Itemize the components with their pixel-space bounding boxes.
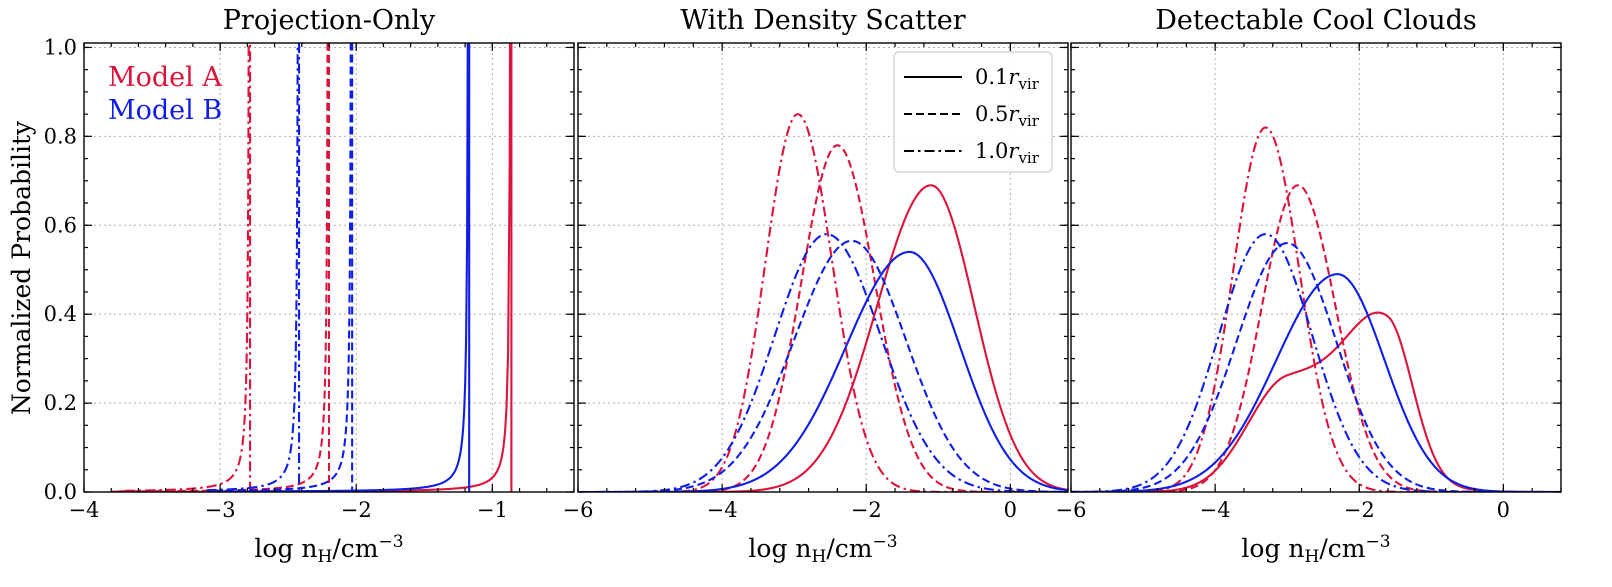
legend-label: 1.0rvir xyxy=(975,139,1040,167)
x-tick-label: 0 xyxy=(1004,498,1017,522)
x-tick-label: −4 xyxy=(1200,498,1231,522)
series-line-b-solid: Model B, 0.1 r_vir xyxy=(578,250,1068,492)
legend-label: 0.1rvir xyxy=(975,65,1040,93)
panel-2: Model A, 0.1 r_virModel A, 0.5 r_virMode… xyxy=(563,5,1069,567)
series-line-b-dashdot: Model B, 1.0 r_vir xyxy=(1071,233,1561,492)
x-tick-label: −6 xyxy=(1056,498,1087,522)
x-tick-label: 0 xyxy=(1497,498,1510,522)
x-tick-label: −4 xyxy=(69,498,100,522)
x-tick-label: −2 xyxy=(851,498,882,522)
y-tick-label: 0.0 xyxy=(44,480,77,504)
x-tick-label: −6 xyxy=(563,498,594,522)
y-tick-label: 0.4 xyxy=(44,302,77,326)
y-tick-label: 0.2 xyxy=(44,391,77,415)
series-line-b-dashed: Model B, 0.5 r_vir xyxy=(578,239,1068,492)
model-label-a: Model A xyxy=(108,62,222,93)
y-axis-label: Normalized Probability xyxy=(7,120,36,415)
series-line-a-dashed: Model A, 0.5 r_vir xyxy=(1071,184,1561,492)
model-label-b: Model B xyxy=(108,95,222,126)
series-line-b-solid: Model B, 0.1 r_vir xyxy=(1071,273,1561,492)
x-tick-label: −2 xyxy=(341,498,372,522)
series-line-b-dashdot: Model B, 1.0 r_vir xyxy=(578,233,1068,492)
panel-title: Projection-Only xyxy=(223,5,436,36)
panel-1: Model A, 0.1 r_virModel A, 0.5 r_virMode… xyxy=(44,5,575,567)
legend-label: 0.5rvir xyxy=(975,102,1040,130)
series-line-a-dashdot: Model A, 1.0 r_vir xyxy=(1071,126,1561,492)
x-tick-label: −3 xyxy=(205,498,236,522)
panel-3: Model A, 0.1 r_virModel A, 0.5 r_virMode… xyxy=(1056,5,1562,567)
x-tick-label: −1 xyxy=(477,498,508,522)
axes-frame xyxy=(577,42,1069,493)
x-axis-label: log nH/cm−3 xyxy=(748,532,897,567)
panel-title: Detectable Cool Clouds xyxy=(1155,5,1476,36)
legend: 0.1rvir 0.5rvir 1.0rvir xyxy=(893,51,1053,173)
x-tick-label: −2 xyxy=(1344,498,1375,522)
x-axis-label: log nH/cm−3 xyxy=(254,532,403,567)
series-line-b-dashed: Model B, 0.5 r_vir xyxy=(212,43,354,492)
x-axis-label: log nH/cm−3 xyxy=(1241,532,1390,567)
y-tick-label: 1.0 xyxy=(44,35,77,59)
series-line-b-solid: Model B, 0.1 r_vir xyxy=(220,43,471,492)
y-tick-label: 0.8 xyxy=(44,124,77,148)
y-tick-label: 0.6 xyxy=(44,213,77,237)
legend-box xyxy=(893,51,1053,173)
series-line-a-dashdot: Model A, 1.0 r_vir xyxy=(578,113,1068,492)
series-line-a-solid: Model A, 0.1 r_vir xyxy=(578,184,1068,492)
series-line-a-solid: Model A, 0.1 r_vir xyxy=(1071,311,1561,492)
axes-frame xyxy=(1070,42,1562,493)
panel-title: With Density Scatter xyxy=(680,5,965,36)
series-line-a-dashdot: Model A, 1.0 r_vir xyxy=(124,43,252,492)
series-line-a-dashed: Model A, 0.5 r_vir xyxy=(578,144,1068,492)
series-line-b-dashdot: Model B, 1.0 r_vir xyxy=(205,43,301,492)
x-tick-label: −4 xyxy=(707,498,738,522)
